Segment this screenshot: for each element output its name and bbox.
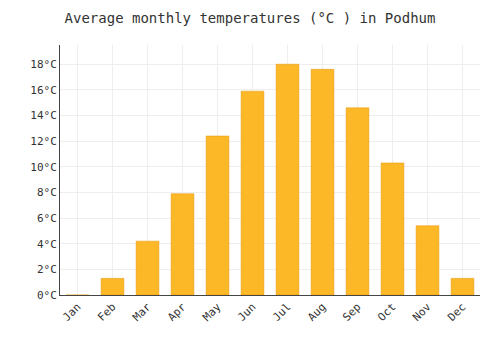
- svg-text:Feb: Feb: [95, 301, 118, 324]
- svg-text:May: May: [200, 300, 224, 324]
- svg-text:Jan: Jan: [60, 301, 83, 324]
- svg-text:0°C: 0°C: [37, 289, 57, 302]
- svg-text:Jun: Jun: [235, 301, 258, 324]
- svg-text:4°C: 4°C: [37, 238, 57, 251]
- svg-text:Mar: Mar: [130, 300, 154, 324]
- svg-text:14°C: 14°C: [30, 109, 57, 122]
- svg-text:18°C: 18°C: [30, 58, 57, 71]
- svg-text:2°C: 2°C: [37, 263, 57, 276]
- svg-text:16°C: 16°C: [30, 84, 57, 97]
- svg-text:Dec: Dec: [445, 301, 468, 324]
- svg-text:Jul: Jul: [270, 301, 293, 324]
- svg-text:Average monthly temperatures (: Average monthly temperatures (°C ) in Po…: [65, 10, 436, 26]
- svg-text:10°C: 10°C: [30, 161, 57, 174]
- svg-text:6°C: 6°C: [37, 212, 57, 225]
- svg-text:Sep: Sep: [340, 301, 363, 324]
- svg-text:Nov: Nov: [410, 300, 434, 324]
- svg-text:Oct: Oct: [375, 301, 398, 324]
- svg-text:12°C: 12°C: [30, 135, 57, 148]
- svg-text:Apr: Apr: [165, 300, 189, 324]
- svg-text:Aug: Aug: [305, 301, 328, 324]
- svg-text:8°C: 8°C: [37, 186, 57, 199]
